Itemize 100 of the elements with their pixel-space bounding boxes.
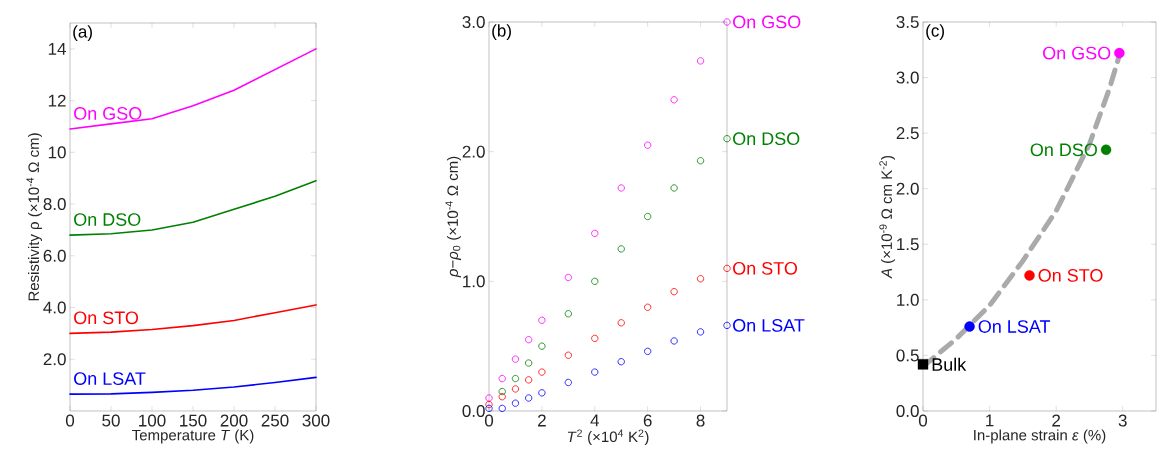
y-tick-label: 10 xyxy=(48,146,66,159)
point xyxy=(696,57,705,65)
point xyxy=(591,368,599,376)
series-label: On GSO xyxy=(733,15,801,29)
point xyxy=(644,347,652,355)
series-label: On GSO xyxy=(1043,46,1111,60)
point xyxy=(498,393,506,401)
line-series xyxy=(69,304,317,335)
x-tick-label: 4 xyxy=(590,414,600,427)
series-label: On DSO xyxy=(733,132,800,146)
annotation: (c) xyxy=(926,24,944,41)
point xyxy=(723,264,731,272)
y-tick-label: 2.5 xyxy=(896,127,919,140)
point xyxy=(498,404,506,412)
point xyxy=(617,358,625,366)
x-tick-label: 50 xyxy=(102,414,120,427)
point xyxy=(525,394,533,402)
point xyxy=(591,334,599,342)
x-tick-label: 0 xyxy=(65,414,75,427)
point xyxy=(511,374,520,383)
y-tick-label: 1.5 xyxy=(897,238,919,251)
series-label: Bulk xyxy=(932,357,967,371)
point xyxy=(485,394,493,402)
point xyxy=(670,96,678,104)
series-label: On DSO xyxy=(74,213,141,226)
y-tick-label: 2.0 xyxy=(462,145,485,158)
point xyxy=(511,385,520,393)
point xyxy=(617,245,625,253)
point xyxy=(564,378,572,387)
point xyxy=(670,288,678,296)
point xyxy=(591,277,599,285)
point xyxy=(538,389,546,397)
point xyxy=(696,275,705,283)
point xyxy=(1114,47,1125,59)
point xyxy=(498,374,506,383)
y-axis-title: Resistivity ρ (×10$^{-4}$ Ω cm) xyxy=(26,133,42,301)
y-tick-label: 6.0 xyxy=(43,249,66,262)
y-tick-label: 3.0 xyxy=(462,15,485,29)
y-axis-title: A (×10$^{-9}$ Ω cm K$^{-2}$) xyxy=(879,155,895,279)
point xyxy=(617,319,625,327)
point xyxy=(591,229,599,237)
x-tick-label: 6 xyxy=(643,414,652,427)
x-tick-label: 1 xyxy=(986,414,994,427)
point xyxy=(696,157,705,165)
series-label: On LSAT xyxy=(733,319,805,332)
y-axis-title: ρ−ρ$_{0}$ (×10$^{-4}$ Ω cm) xyxy=(445,156,461,278)
series-label: On LSAT xyxy=(978,320,1051,333)
x-tick-label: 250 xyxy=(261,414,289,427)
point xyxy=(1024,270,1035,281)
y-tick-label: 2.0 xyxy=(896,182,919,195)
x-tick-label: 2 xyxy=(538,414,546,427)
x-tick-label: 300 xyxy=(302,414,330,427)
point xyxy=(644,141,652,149)
point xyxy=(485,400,493,409)
y-tick-label: 0.5 xyxy=(896,349,919,362)
series-label: On STO xyxy=(1038,269,1103,282)
point xyxy=(525,376,533,384)
series-label: On LSAT xyxy=(74,372,146,385)
point xyxy=(564,273,572,282)
point xyxy=(670,184,678,192)
y-tick-label: 1.0 xyxy=(897,293,919,306)
point xyxy=(964,321,975,332)
y-tick-label: 1.0 xyxy=(463,275,485,288)
annotation: (a) xyxy=(73,25,92,42)
y-tick-label: 12 xyxy=(48,94,66,107)
y-tick-label: 2.0 xyxy=(43,353,66,366)
x-tick-label: 2 xyxy=(1052,414,1061,427)
line-series xyxy=(69,179,317,236)
point xyxy=(723,18,731,26)
series-label: On GSO xyxy=(74,107,142,120)
point xyxy=(723,321,731,330)
point xyxy=(525,359,533,367)
x-tick-label: 3 xyxy=(1118,414,1127,427)
y-tick-label: 3.0 xyxy=(896,71,919,84)
y-tick-label: 14 xyxy=(48,43,66,55)
x-tick-label: 0 xyxy=(918,414,928,427)
annotation: (b) xyxy=(492,24,511,41)
y-tick-label: 0.0 xyxy=(462,404,485,418)
series-label: On DSO xyxy=(1030,143,1097,157)
x-tick-label: 0 xyxy=(484,414,494,427)
point xyxy=(498,387,506,396)
x-tick-label: 150 xyxy=(180,414,207,427)
x-tick-label: 200 xyxy=(220,414,248,427)
point xyxy=(670,337,678,345)
y-tick-label: 3.5 xyxy=(896,15,919,29)
point xyxy=(617,184,625,192)
x-tick-label: 8 xyxy=(696,414,705,427)
point xyxy=(511,399,520,407)
series-label: On STO xyxy=(74,311,139,325)
y-tick-label: 4.0 xyxy=(43,301,66,314)
x-tick-label: 100 xyxy=(139,414,166,427)
point xyxy=(538,342,546,350)
point xyxy=(525,336,533,344)
x-axis-title: T$^{2}$ (×10$^{4}$ K$^{2}$) xyxy=(567,429,649,446)
point xyxy=(723,135,731,143)
point xyxy=(1100,144,1112,156)
y-tick-label: 0.0 xyxy=(896,404,919,418)
point xyxy=(644,303,652,311)
point xyxy=(696,328,705,336)
series-label: On STO xyxy=(733,261,798,275)
